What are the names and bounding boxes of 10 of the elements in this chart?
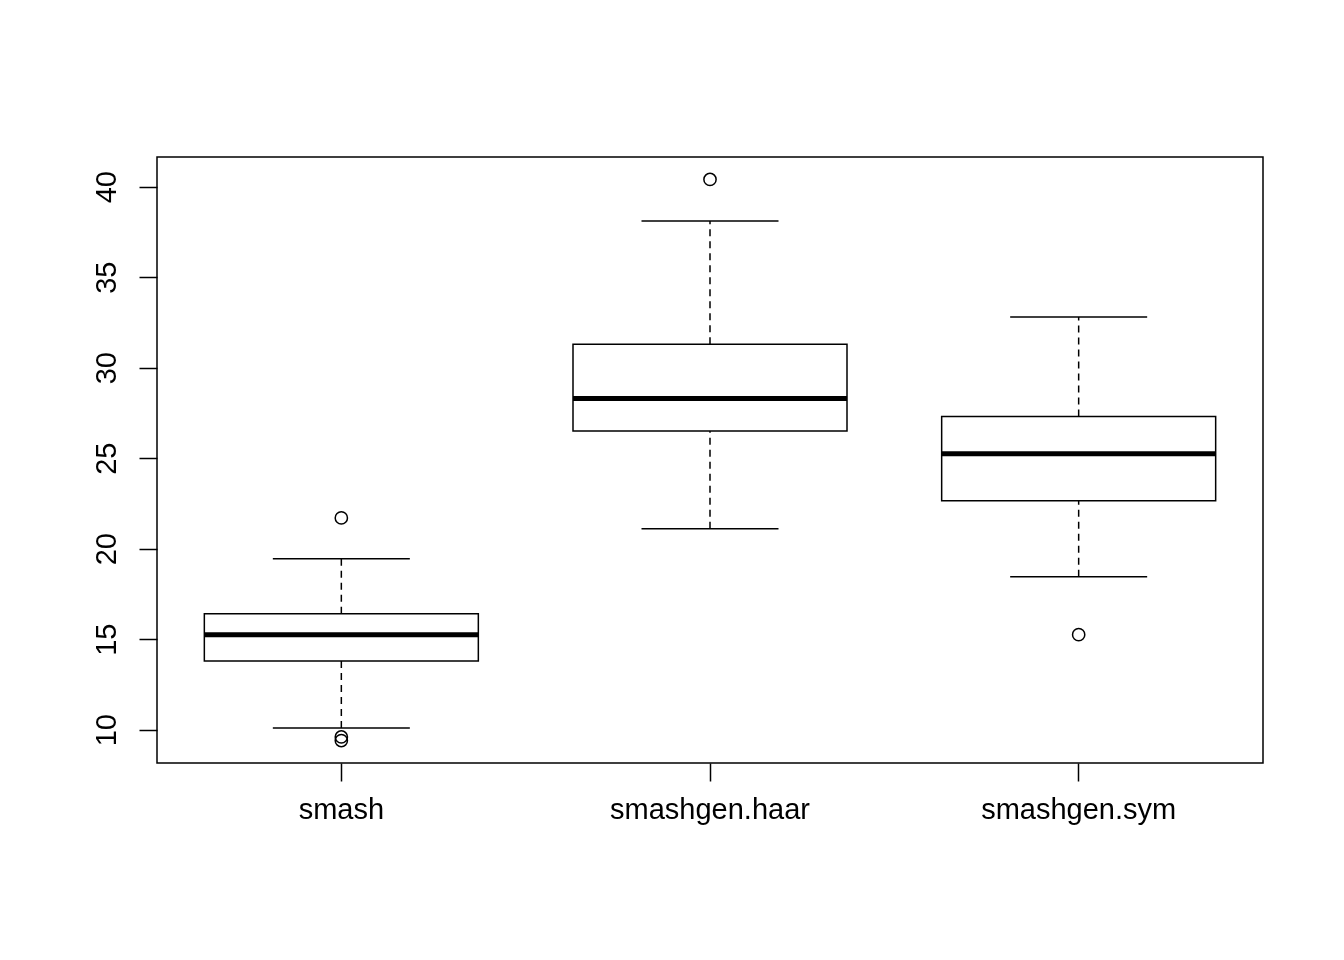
y-tick-label: 25 xyxy=(89,442,122,475)
y-tick-label: 35 xyxy=(89,261,122,294)
x-tick-label: smashgen.sym xyxy=(981,792,1177,825)
y-tick-label: 20 xyxy=(89,533,122,566)
x-tick-label: smash xyxy=(298,792,385,825)
y-tick-label: 10 xyxy=(89,714,122,747)
y-tick-label: 15 xyxy=(89,623,122,656)
y-tick-label: 40 xyxy=(89,171,122,204)
y-tick-label: 30 xyxy=(89,352,122,385)
x-tick-label: smashgen.haar xyxy=(610,792,811,825)
